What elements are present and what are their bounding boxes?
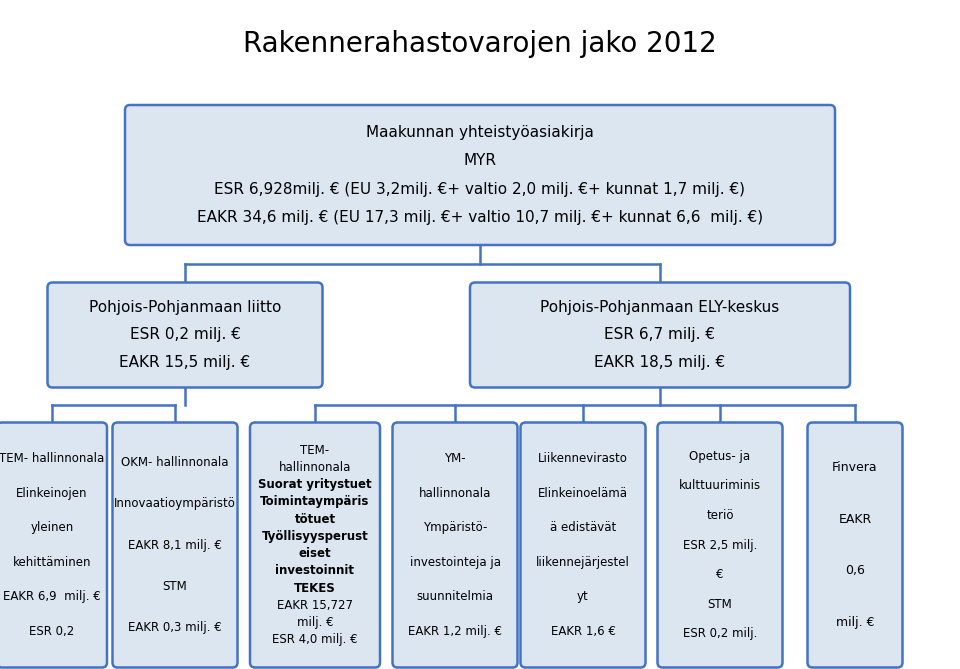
Text: EAKR 34,6 milj. € (EU 17,3 milj. €+ valtio 10,7 milj. €+ kunnat 6,6  milj. €): EAKR 34,6 milj. € (EU 17,3 milj. €+ valt… (197, 210, 763, 225)
Text: ESR 2,5 milj.: ESR 2,5 milj. (683, 539, 757, 551)
Text: ESR 6,928milj. € (EU 3,2milj. €+ valtio 2,0 milj. €+ kunnat 1,7 milj. €): ESR 6,928milj. € (EU 3,2milj. €+ valtio … (214, 182, 746, 197)
Text: OKM- hallinnonala: OKM- hallinnonala (121, 456, 228, 469)
Text: kulttuuriminis: kulttuuriminis (679, 480, 761, 492)
Text: Innovaatioympäristö: Innovaatioympäristö (114, 497, 236, 510)
Text: Pohjois-Pohjanmaan liitto: Pohjois-Pohjanmaan liitto (89, 300, 281, 314)
Text: suunnitelmia: suunnitelmia (417, 590, 493, 603)
Text: yt: yt (577, 590, 588, 603)
Text: kehittäminen: kehittäminen (12, 556, 91, 569)
Text: ESR 0,2: ESR 0,2 (30, 625, 75, 638)
Text: Pohjois-Pohjanmaan ELY-keskus: Pohjois-Pohjanmaan ELY-keskus (540, 300, 780, 314)
Text: Elinkeinojen: Elinkeinojen (16, 487, 87, 500)
Text: Elinkeinoelämä: Elinkeinoelämä (538, 487, 628, 500)
Text: tötuet: tötuet (295, 512, 336, 526)
Text: TEKES: TEKES (294, 581, 336, 595)
Text: €: € (716, 568, 724, 581)
Text: milj. €: milj. € (297, 616, 333, 629)
Text: EAKR 1,6 €: EAKR 1,6 € (551, 625, 615, 638)
Text: ESR 0,2 milj.: ESR 0,2 milj. (683, 627, 757, 640)
FancyBboxPatch shape (393, 423, 517, 668)
FancyBboxPatch shape (112, 423, 237, 668)
Text: ESR 0,2 milj. €: ESR 0,2 milj. € (130, 328, 240, 343)
Text: EAKR 15,5 milj. €: EAKR 15,5 milj. € (119, 355, 251, 371)
Text: Finvera: Finvera (832, 461, 877, 474)
Text: Liikennevirasto: Liikennevirasto (538, 452, 628, 466)
Text: 0,6: 0,6 (845, 565, 865, 577)
Text: EAKR 18,5 milj. €: EAKR 18,5 milj. € (594, 355, 726, 371)
Text: Työllisyysperust: Työllisyysperust (262, 530, 369, 543)
Text: Ympäristö-: Ympäristö- (422, 521, 487, 535)
Text: liikennejärjestel: liikennejärjestel (536, 556, 630, 569)
Text: Suorat yritystuet: Suorat yritystuet (258, 478, 372, 491)
Text: EAKR 1,2 milj. €: EAKR 1,2 milj. € (408, 625, 502, 638)
Text: TEM- hallinnonala: TEM- hallinnonala (0, 452, 105, 466)
Text: STM: STM (708, 597, 732, 611)
Text: YM-: YM- (444, 452, 466, 466)
Text: STM: STM (162, 580, 187, 593)
Text: yleinen: yleinen (31, 521, 74, 535)
Text: EAKR 0,3 milj. €: EAKR 0,3 milj. € (128, 622, 222, 634)
Text: Opetus- ja: Opetus- ja (689, 450, 751, 463)
FancyBboxPatch shape (658, 423, 782, 668)
Text: EAKR: EAKR (838, 512, 872, 526)
Text: MYR: MYR (464, 153, 496, 168)
FancyBboxPatch shape (807, 423, 902, 668)
Text: hallinnonala: hallinnonala (278, 461, 351, 474)
Text: teriö: teriö (707, 509, 733, 522)
Text: ESR 6,7 milj. €: ESR 6,7 milj. € (605, 328, 715, 343)
Text: ESR 4,0 milj. €: ESR 4,0 milj. € (273, 634, 358, 646)
FancyBboxPatch shape (0, 423, 107, 668)
FancyBboxPatch shape (47, 282, 323, 387)
FancyBboxPatch shape (470, 282, 850, 387)
Text: Toimintaympäris: Toimintaympäris (260, 496, 370, 508)
FancyBboxPatch shape (250, 423, 380, 668)
Text: hallinnonala: hallinnonala (419, 487, 492, 500)
Text: milj. €: milj. € (836, 616, 875, 629)
FancyBboxPatch shape (125, 105, 835, 245)
Text: EAKR 15,727: EAKR 15,727 (277, 599, 353, 612)
Text: EAKR 8,1 milj. €: EAKR 8,1 milj. € (128, 539, 222, 551)
Text: ä edistävät: ä edistävät (550, 521, 616, 535)
Text: investoinnit: investoinnit (276, 565, 354, 577)
FancyBboxPatch shape (520, 423, 645, 668)
Text: TEM-: TEM- (300, 444, 329, 457)
Text: Rakennerahastovarojen jako 2012: Rakennerahastovarojen jako 2012 (243, 30, 717, 58)
Text: investointeja ja: investointeja ja (410, 556, 500, 569)
Text: Maakunnan yhteistyöasiakirja: Maakunnan yhteistyöasiakirja (366, 124, 594, 140)
Text: eiset: eiset (299, 547, 331, 560)
Text: EAKR 6,9  milj. €: EAKR 6,9 milj. € (3, 590, 101, 603)
